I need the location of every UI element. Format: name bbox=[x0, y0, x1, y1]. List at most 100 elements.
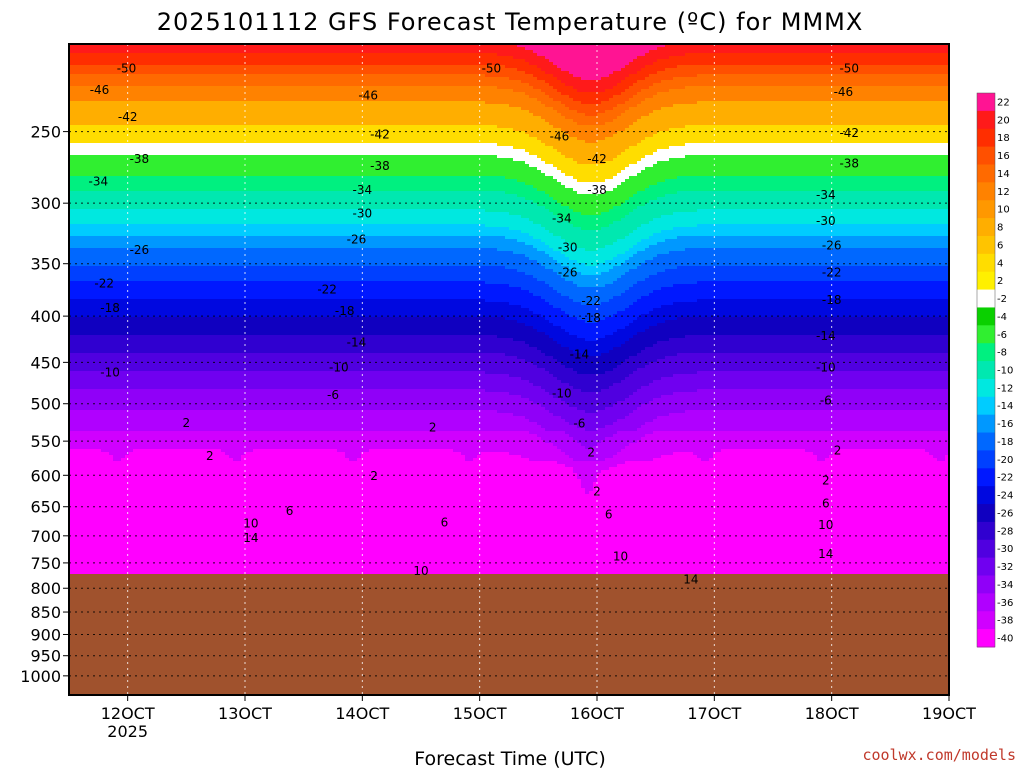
heatmap-cell bbox=[109, 155, 114, 159]
heatmap-cell bbox=[73, 164, 78, 168]
heatmap-cell bbox=[101, 383, 106, 387]
heatmap-cell bbox=[73, 293, 78, 297]
heatmap-cell bbox=[85, 155, 90, 159]
heatmap-cell bbox=[81, 101, 86, 105]
heatmap-cell bbox=[93, 353, 98, 357]
heatmap-cell bbox=[101, 239, 106, 243]
heatmap-cell bbox=[109, 449, 114, 453]
heatmap-cell bbox=[81, 413, 86, 417]
heatmap-cell bbox=[101, 89, 106, 93]
heatmap-cell bbox=[89, 404, 94, 408]
heatmap-cell bbox=[105, 179, 110, 183]
heatmap-cell bbox=[105, 458, 110, 462]
heatmap-cell bbox=[85, 497, 90, 501]
heatmap-cell bbox=[85, 428, 90, 432]
heatmap-cell bbox=[73, 95, 78, 99]
heatmap-cell bbox=[101, 215, 106, 219]
heatmap-cell bbox=[89, 203, 94, 207]
heatmap-cell bbox=[101, 431, 106, 435]
heatmap-cell bbox=[97, 392, 102, 396]
heatmap-cell bbox=[77, 260, 82, 264]
heatmap-cell bbox=[89, 461, 94, 465]
heatmap-cell bbox=[97, 557, 102, 561]
heatmap-cell bbox=[81, 293, 86, 297]
heatmap-cell bbox=[69, 371, 74, 375]
heatmap-cell bbox=[97, 488, 102, 492]
heatmap-cell bbox=[77, 455, 82, 459]
heatmap-cell bbox=[85, 182, 90, 186]
heatmap-cell bbox=[85, 167, 90, 171]
heatmap-cell bbox=[93, 212, 98, 216]
heatmap-cell bbox=[105, 554, 110, 558]
heatmap-cell bbox=[77, 62, 82, 66]
heatmap-cell bbox=[85, 128, 90, 132]
heatmap-cell bbox=[85, 272, 90, 276]
heatmap-cell bbox=[97, 545, 102, 549]
heatmap-cell bbox=[105, 350, 110, 354]
heatmap-cell bbox=[109, 542, 114, 546]
heatmap-cell bbox=[85, 500, 90, 504]
heatmap-cell bbox=[97, 122, 102, 126]
heatmap-cell bbox=[77, 371, 82, 375]
heatmap-cell bbox=[109, 245, 114, 249]
heatmap-cell bbox=[93, 149, 98, 153]
heatmap-cell bbox=[85, 131, 90, 135]
heatmap-cell bbox=[85, 260, 90, 264]
heatmap-cell bbox=[81, 398, 86, 402]
heatmap-cell bbox=[85, 185, 90, 189]
heatmap-cell bbox=[77, 203, 82, 207]
heatmap-cell bbox=[93, 572, 98, 574]
heatmap-cell bbox=[69, 440, 74, 444]
heatmap-cell bbox=[101, 374, 106, 378]
heatmap-cell bbox=[105, 368, 110, 372]
heatmap-cell bbox=[81, 260, 86, 264]
heatmap-cell bbox=[101, 452, 106, 456]
heatmap-cell bbox=[97, 200, 102, 204]
heatmap-cell bbox=[109, 59, 114, 63]
heatmap-cell bbox=[89, 299, 94, 303]
heatmap-cell bbox=[105, 356, 110, 360]
heatmap-cell bbox=[109, 137, 114, 141]
heatmap-cell bbox=[85, 395, 90, 399]
heatmap-cell bbox=[73, 128, 78, 132]
heatmap-cell bbox=[109, 500, 114, 504]
heatmap-cell bbox=[69, 356, 74, 360]
heatmap-cell bbox=[81, 200, 86, 204]
heatmap-cell bbox=[89, 80, 94, 84]
heatmap-cell bbox=[97, 476, 102, 480]
heatmap-cell bbox=[77, 512, 82, 516]
heatmap-cell bbox=[93, 545, 98, 549]
heatmap-cell bbox=[93, 467, 98, 471]
heatmap-cell bbox=[73, 137, 78, 141]
heatmap-cell bbox=[97, 149, 102, 153]
heatmap-cell bbox=[69, 572, 74, 574]
heatmap-cell bbox=[93, 374, 98, 378]
heatmap-cell bbox=[69, 380, 74, 384]
heatmap-cell bbox=[93, 404, 98, 408]
heatmap-cell bbox=[113, 110, 118, 114]
heatmap-cell bbox=[97, 521, 102, 525]
heatmap-cell bbox=[77, 443, 82, 447]
heatmap-cell bbox=[77, 224, 82, 228]
heatmap-cell bbox=[77, 200, 82, 204]
heatmap-cell bbox=[113, 47, 118, 51]
heatmap-cell bbox=[81, 314, 86, 318]
heatmap-cell bbox=[81, 380, 86, 384]
heatmap-cell bbox=[85, 122, 90, 126]
heatmap-cell bbox=[81, 437, 86, 441]
heatmap-cell bbox=[109, 503, 114, 507]
heatmap-cell bbox=[77, 227, 82, 231]
heatmap-cell bbox=[69, 224, 74, 228]
heatmap-cell bbox=[73, 116, 78, 120]
heatmap-cell bbox=[97, 374, 102, 378]
heatmap-cell bbox=[109, 263, 114, 267]
heatmap-cell bbox=[109, 569, 114, 573]
heatmap-cell bbox=[73, 74, 78, 78]
heatmap-cell bbox=[97, 491, 102, 495]
heatmap-cell bbox=[93, 209, 98, 213]
heatmap-cell bbox=[73, 131, 78, 135]
heatmap-cell bbox=[105, 47, 110, 51]
heatmap-cell bbox=[85, 425, 90, 429]
heatmap-cell bbox=[89, 371, 94, 375]
heatmap-cell bbox=[105, 401, 110, 405]
